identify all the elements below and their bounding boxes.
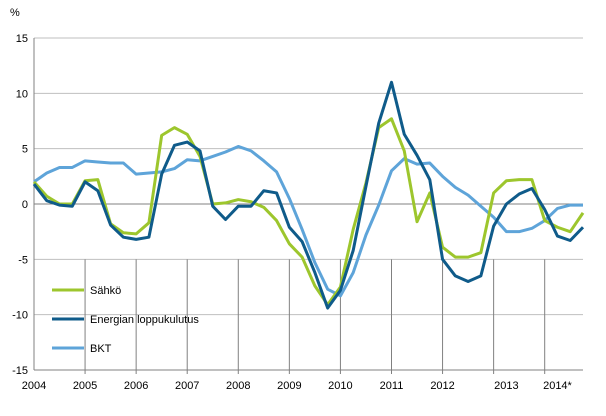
x-tick-label: 2008	[226, 380, 250, 392]
x-tick-label: 2011	[380, 380, 404, 392]
series-line-0	[32, 117, 585, 307]
x-tick-label: 2004	[22, 380, 46, 392]
y-axis: 15 10 5 0 -5 -10 -15	[12, 33, 35, 377]
y-tick-label: 10	[16, 88, 28, 100]
y-tick-label: 5	[22, 144, 28, 156]
x-tick-label: 2014*	[543, 380, 572, 392]
y-axis-unit-label: %	[10, 7, 20, 19]
legend-label: Energian loppukulutus	[90, 314, 199, 326]
y-tick-label: 0	[22, 199, 28, 211]
x-tick-label: 2009	[277, 380, 301, 392]
y-tick-label: -5	[18, 254, 28, 266]
y-tick-label: -15	[12, 365, 28, 377]
y-tick-label: -10	[12, 310, 28, 322]
legend-label: BKT	[90, 343, 112, 355]
series-line-2	[33, 144, 583, 298]
series-lines	[32, 80, 585, 310]
x-tick-label: 2006	[124, 380, 148, 392]
legend-label: Sähkö	[90, 285, 121, 297]
x-axis: 2004 2005 2006 2007 2008 2009 2010 2011 2012 2013…	[22, 259, 583, 392]
x-tick-label: 2005	[73, 380, 97, 392]
series-line-1	[32, 80, 585, 310]
x-tick-label: 2007	[175, 380, 199, 392]
y-tick-label: 15	[16, 33, 28, 45]
x-tick-label: 2012	[430, 380, 454, 392]
x-tick-label: 2013	[494, 380, 518, 392]
legend: Sähkö Energian loppukulutus BKT	[52, 285, 199, 355]
x-tick-label: 2010	[328, 380, 352, 392]
